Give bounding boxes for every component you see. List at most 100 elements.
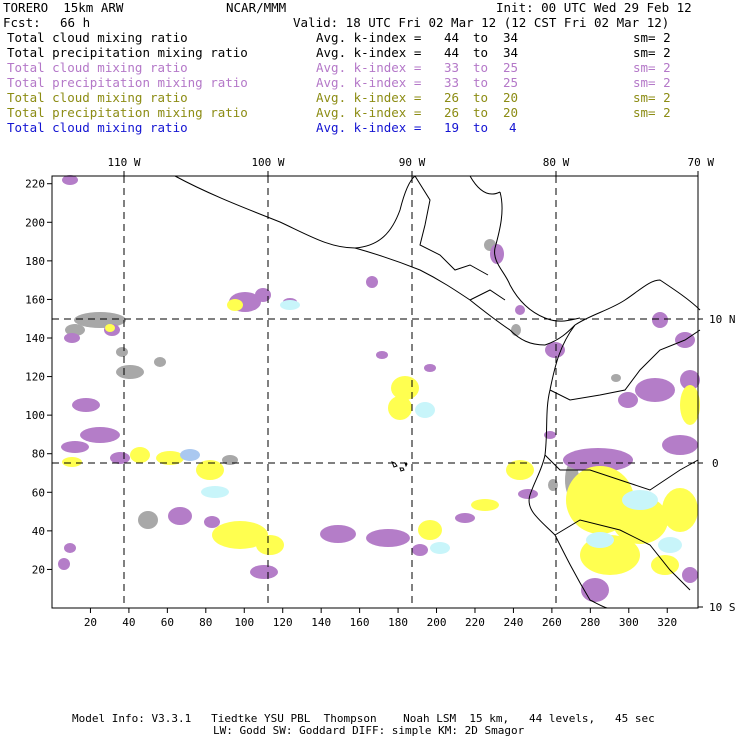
x-tick-label: 240: [503, 616, 523, 629]
legend-to: to: [473, 75, 489, 90]
y-tick-label: 100: [25, 409, 45, 422]
central-america: [354, 247, 576, 346]
legend-to: to: [473, 120, 489, 135]
forecast-label: Fcst:: [3, 15, 41, 30]
legend-k-to: 34: [503, 30, 519, 45]
valid-time: Valid: 18 UTC Fri 02 Mar 12 (12 CST Fri …: [293, 15, 670, 30]
y-tick-label: 200: [25, 216, 45, 229]
forecast-hours: 66 h: [60, 15, 91, 30]
shade-purple: [58, 175, 700, 602]
legend-field: Total precipitation mixing ratio: [7, 75, 248, 90]
legend-kindex-label: Avg. k-index =: [316, 90, 422, 105]
coastlines: [174, 175, 701, 609]
legend-sm: sm= 2: [633, 60, 671, 75]
legend-to: to: [473, 90, 489, 105]
x-tick-label: 200: [427, 616, 447, 629]
legend-sm: sm= 2: [633, 75, 671, 90]
sa-borders: [544, 329, 701, 591]
legend-field: Total cloud mixing ratio: [7, 90, 188, 105]
lat-label: 10 S: [709, 601, 736, 614]
legend-k-from: 44: [444, 30, 460, 45]
legend-to: to: [473, 105, 489, 120]
y-tick-label: 120: [25, 371, 45, 384]
legend-to: to: [473, 45, 489, 60]
x-tick-label: 220: [465, 616, 485, 629]
legend-k-from: 19: [444, 120, 460, 135]
x-axis: 20 40 60 80 100 120 140 160 180 200 220 240 260 280 30…: [84, 608, 677, 629]
legend-row: Total cloud mixing ratio Avg. k-index = …: [7, 60, 671, 75]
plot-frame: [51, 175, 699, 609]
legend-row: Total precipitation mixing ratio Avg. k-…: [7, 45, 671, 60]
legend-kindex-label: Avg. k-index =: [316, 45, 422, 60]
south-america-coast: [528, 324, 609, 609]
shade-yellow: [62, 299, 700, 575]
cloud-shading: [58, 175, 700, 602]
organization: NCAR/MMM: [226, 0, 287, 15]
legend-k-from: 26: [444, 90, 460, 105]
y-tick-label: 220: [25, 178, 45, 191]
legend-kindex-label: Avg. k-index =: [316, 105, 422, 120]
x-tick-label: 180: [388, 616, 408, 629]
y-axis: 220 200 180 160 140 120 100 80 60 40 20: [25, 178, 52, 576]
legend-k-to: 4: [509, 120, 517, 135]
legend-kindex-label: Avg. k-index =: [316, 30, 422, 45]
legend-row: Total precipitation mixing ratio Avg. k-…: [7, 75, 671, 90]
yucatan: [469, 175, 501, 195]
legend-k-to: 20: [503, 90, 519, 105]
legend-row: Total cloud mixing ratio Avg. k-index = …: [7, 90, 671, 105]
y-tick-label: 80: [32, 448, 45, 461]
mexico-coast: [174, 175, 416, 249]
legend-row: Total cloud mixing ratio Avg. k-index = …: [7, 30, 671, 45]
y-tick-label: 180: [25, 255, 45, 268]
lat-label: 10 N: [709, 313, 736, 326]
lon-label: 110 W: [107, 156, 140, 169]
legend-row: Total cloud mixing ratio Avg. k-index = …: [7, 120, 517, 135]
legend-field: Total cloud mixing ratio: [7, 60, 188, 75]
y-tick-label: 20: [32, 563, 45, 576]
legend-k-to: 20: [503, 105, 519, 120]
lon-label: 70 W: [688, 156, 715, 169]
x-tick-label: 40: [122, 616, 135, 629]
legend-kindex-label: Avg. k-index =: [316, 60, 422, 75]
shade-blue: [180, 449, 200, 461]
legend-k-to: 34: [503, 45, 519, 60]
latitude-labels: 10 N 0 10 S: [698, 313, 736, 614]
legend-k-from: 26: [444, 105, 460, 120]
model-physics: LW: Godd SW: Goddard DIFF: simple KM: 2D…: [213, 724, 525, 737]
x-tick-label: 100: [234, 616, 254, 629]
x-tick-label: 320: [657, 616, 677, 629]
legend-k-to: 25: [503, 75, 519, 90]
legend-to: to: [473, 30, 489, 45]
lon-label: 80 W: [543, 156, 570, 169]
legend-sm: sm= 2: [633, 45, 671, 60]
x-tick-label: 80: [199, 616, 212, 629]
y-tick-label: 160: [25, 293, 45, 306]
legend-field: Total precipitation mixing ratio: [7, 105, 248, 120]
y-tick-label: 40: [32, 525, 45, 538]
legend-to: to: [473, 60, 489, 75]
legend-kindex-label: Avg. k-index =: [316, 120, 422, 135]
legend-sm: sm= 2: [633, 90, 671, 105]
longitude-labels: 110 W 100 W 90 W 80 W 70 W: [107, 156, 714, 176]
legend-row: Total precipitation mixing ratio Avg. k-…: [7, 105, 671, 120]
legend-sm: sm= 2: [633, 30, 671, 45]
legend-sm: sm= 2: [633, 105, 671, 120]
lon-label: 90 W: [399, 156, 426, 169]
colombia-coast: [574, 279, 701, 326]
lat-label: 0: [712, 457, 719, 470]
y-tick-label: 140: [25, 332, 45, 345]
borders: [414, 175, 506, 301]
legend-field: Total cloud mixing ratio: [7, 30, 188, 45]
central-america-caribbean: [494, 191, 581, 322]
legend-kindex-label: Avg. k-index =: [316, 75, 422, 90]
model-title: TORERO 15km ARW: [3, 0, 124, 15]
legend-k-from: 44: [444, 45, 460, 60]
x-tick-label: 160: [350, 616, 370, 629]
shade-cyan: [201, 300, 682, 554]
legend-field: Total cloud mixing ratio: [7, 120, 188, 135]
init-time: Init: 00 UTC Wed 29 Feb 12: [496, 0, 692, 15]
legend-k-from: 33: [444, 60, 460, 75]
x-tick-label: 140: [311, 616, 331, 629]
legend-field: Total precipitation mixing ratio: [7, 45, 248, 60]
